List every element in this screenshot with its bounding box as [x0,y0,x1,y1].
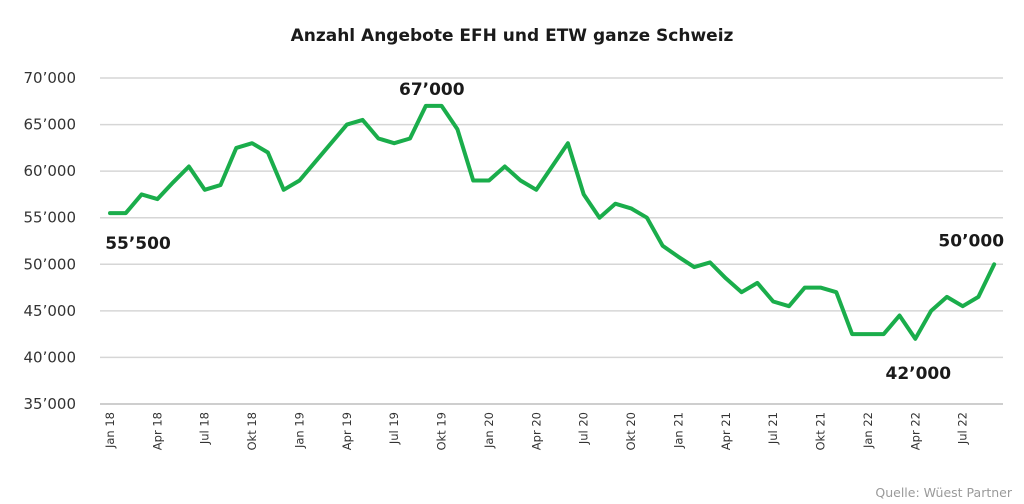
x-tick-label: Jul 21 [766,412,780,445]
x-tick-label: Okt 19 [435,412,449,451]
grid-lines [100,77,1003,405]
source-note: Quelle: Wüest Partner [875,485,1012,500]
y-tick-label: 60’000 [24,162,77,180]
x-tick-label: Apr 18 [150,412,164,450]
data-annotations: 55’500 67’000 42’000 50’000 [105,80,1004,384]
x-tick-label: Apr 21 [719,412,733,450]
y-tick-label: 50’000 [24,255,77,273]
y-tick-label: 65’000 [24,116,77,134]
x-tick-label: Jan 19 [292,412,306,449]
x-tick-label: Apr 19 [340,412,354,450]
y-tick-label: 35’000 [24,395,77,413]
x-tick-label: Jan 22 [861,412,875,449]
y-tick-label: 45’000 [24,302,77,320]
chart-title: Anzahl Angebote EFH und ETW ganze Schwei… [291,26,734,46]
x-tick-label: Jan 18 [103,412,117,449]
data-label: 42’000 [885,364,951,384]
x-tick-label: Apr 20 [529,412,543,450]
y-tick-label: 70’000 [24,69,77,87]
series-line [108,103,997,341]
x-axis-ticks: Jan 18 Apr 18 Jul 18 Okt 18 Jan 19 Apr 19 Jul … [103,412,970,451]
x-tick-label: Apr 22 [908,412,922,450]
data-label: 55’500 [105,234,171,254]
y-tick-label: 40’000 [24,348,77,366]
x-tick-label: Jul 18 [198,412,212,445]
data-label: 67’000 [399,80,465,100]
x-tick-label: Jul 19 [387,412,401,445]
data-label: 50’000 [938,231,1004,251]
x-tick-label: Okt 20 [624,412,638,451]
x-tick-label: Jan 20 [482,412,496,449]
x-tick-label: Jul 22 [956,412,970,445]
x-tick-label: Jan 21 [671,412,685,449]
y-tick-label: 55’000 [24,209,77,227]
x-tick-label: Okt 18 [245,412,259,451]
x-tick-label: Okt 21 [814,412,828,451]
x-tick-label: Jul 20 [577,412,591,445]
y-axis-ticks: 70’000 65’000 60’000 55’000 50’000 45’000 40’0… [24,69,77,413]
